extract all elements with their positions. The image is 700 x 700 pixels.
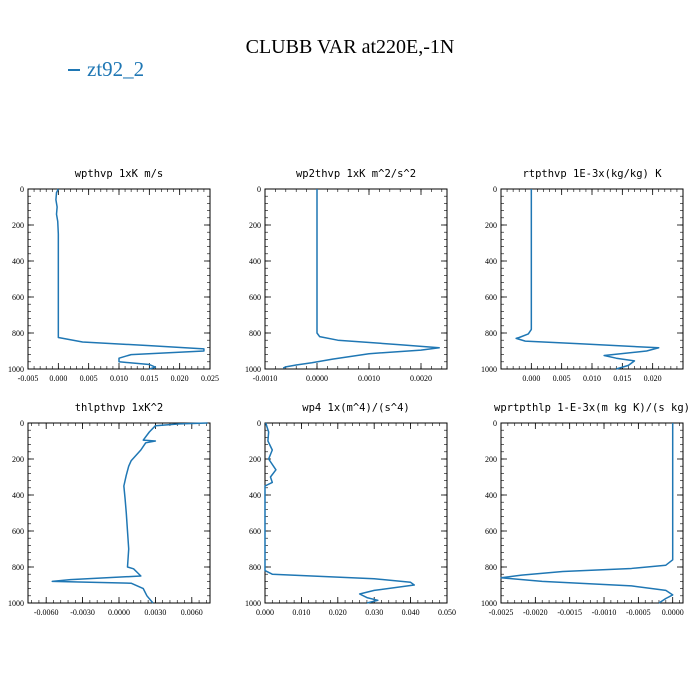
y-tick-label: 1000 xyxy=(481,365,497,374)
y-tick-label: 800 xyxy=(249,329,261,338)
y-tick-label: 600 xyxy=(485,293,497,302)
x-tick-label: 0.0030 xyxy=(144,608,166,617)
y-tick-label: 800 xyxy=(485,329,497,338)
panel-frame xyxy=(264,188,448,370)
series-line xyxy=(282,189,440,369)
legend-label: zt92_2 xyxy=(87,57,145,81)
x-tick-label: 0.010 xyxy=(583,374,601,383)
y-tick-label: 400 xyxy=(12,257,24,266)
x-tick-label: 0.000 xyxy=(256,608,274,617)
x-tick-label: 0.020 xyxy=(329,608,347,617)
y-tick-label: 1000 xyxy=(481,599,497,608)
x-tick-label: 0.050 xyxy=(438,608,456,617)
x-tick-label: 0.030 xyxy=(365,608,383,617)
y-tick-label: 800 xyxy=(12,563,24,572)
panel-6: wprtpthlp 1-E-3x(m kg K)/(s kg) 0 200 400 60… xyxy=(481,402,690,617)
panel-3: rtpthvp 1E-3x(kg/kg) K 0 200 400 600 800 1000 0… xyxy=(481,168,684,383)
x-tick-label: 0.0010 xyxy=(358,374,380,383)
y-tick-label: 400 xyxy=(249,257,261,266)
y-tick-label: 400 xyxy=(485,491,497,500)
panel-2: wp2thvp 1xK m^2/s^2 0 200 400 600 800 1000-0.0… xyxy=(245,168,448,383)
x-tick-label: 0.000 xyxy=(522,374,540,383)
x-tick-label: 0.005 xyxy=(80,374,98,383)
x-tick-label: 0.000 xyxy=(49,374,67,383)
x-tick-label: 0.0000 xyxy=(662,608,684,617)
y-tick-label: 600 xyxy=(249,293,261,302)
panel-title: wprtpthlp 1-E-3x(m kg K)/(s kg) xyxy=(494,402,690,414)
y-tick-label: 1000 xyxy=(245,365,261,374)
panel-1: wpthvp 1xK m/s 0 200 400 600 800 1000-0.005 0.0… xyxy=(8,168,219,383)
y-tick-label: 200 xyxy=(12,221,24,230)
panel-title: thlpthvp 1xK^2 xyxy=(75,402,164,414)
y-tick-label: 0 xyxy=(257,185,261,194)
y-tick-label: 0 xyxy=(257,419,261,428)
x-tick-label: 0.010 xyxy=(292,608,310,617)
series-line xyxy=(500,423,674,604)
panel-frame xyxy=(264,422,448,604)
y-tick-label: 400 xyxy=(249,491,261,500)
y-tick-label: 0 xyxy=(20,185,24,194)
x-tick-label: -0.0060 xyxy=(34,608,59,617)
y-tick-label: 800 xyxy=(485,563,497,572)
x-tick-label: 0.0000 xyxy=(306,374,328,383)
panel-frame xyxy=(27,188,211,370)
panel-title: wp2thvp 1xK m^2/s^2 xyxy=(296,168,416,180)
series-line xyxy=(264,422,415,604)
y-tick-label: 600 xyxy=(12,293,24,302)
panel-title: wpthvp 1xK m/s xyxy=(75,168,164,180)
panel-title: wp4 1x(m^4)/(s^4) xyxy=(302,402,409,414)
y-tick-label: 800 xyxy=(249,563,261,572)
series-line xyxy=(55,188,205,370)
x-tick-label: 0.010 xyxy=(110,374,128,383)
y-tick-label: 200 xyxy=(249,221,261,230)
y-tick-label: 0 xyxy=(493,419,497,428)
y-tick-label: 600 xyxy=(485,527,497,536)
y-tick-label: 1000 xyxy=(8,599,24,608)
panel-frame xyxy=(27,422,211,604)
x-tick-label: -0.005 xyxy=(18,374,39,383)
x-tick-label: 0.005 xyxy=(553,374,571,383)
legend: zt92_2 xyxy=(68,57,144,82)
y-tick-label: 1000 xyxy=(8,365,24,374)
x-tick-label: 0.015 xyxy=(140,374,158,383)
y-tick-label: 200 xyxy=(485,221,497,230)
x-tick-label: -0.0010 xyxy=(253,374,278,383)
x-tick-label: -0.0025 xyxy=(489,608,514,617)
y-tick-label: 400 xyxy=(485,257,497,266)
y-tick-label: 600 xyxy=(12,527,24,536)
y-tick-label: 600 xyxy=(249,527,261,536)
y-tick-label: 200 xyxy=(485,455,497,464)
y-tick-label: 0 xyxy=(493,185,497,194)
legend-line-swatch xyxy=(68,68,80,71)
x-tick-label: -0.0030 xyxy=(70,608,95,617)
x-tick-label: -0.0015 xyxy=(557,608,582,617)
panel-title: rtpthvp 1E-3x(kg/kg) K xyxy=(522,168,662,180)
page-title: CLUBB VAR at220E,-1N xyxy=(245,36,455,58)
y-tick-label: 1000 xyxy=(245,599,261,608)
x-tick-label: 0.0060 xyxy=(181,608,203,617)
y-tick-label: 200 xyxy=(12,455,24,464)
x-tick-label: 0.025 xyxy=(201,374,219,383)
panel-4: thlpthvp 1xK^2 0 200 400 600 800 1000 -0.0060 -0… xyxy=(8,402,211,617)
x-tick-label: -0.0020 xyxy=(523,608,548,617)
x-tick-label: 0.015 xyxy=(613,374,631,383)
y-tick-label: 400 xyxy=(12,491,24,500)
y-tick-label: 200 xyxy=(249,455,261,464)
x-tick-label: -0.0010 xyxy=(592,608,617,617)
x-tick-label: 0.020 xyxy=(644,374,662,383)
x-tick-label: 0.0020 xyxy=(410,374,432,383)
x-tick-label: 0.020 xyxy=(171,374,189,383)
series-line xyxy=(515,189,660,370)
x-tick-label: -0.0005 xyxy=(626,608,651,617)
y-tick-label: 800 xyxy=(12,329,24,338)
x-tick-label: 0.0000 xyxy=(108,608,130,617)
series-line xyxy=(51,422,208,604)
x-tick-label: 0.040 xyxy=(402,608,420,617)
y-tick-label: 0 xyxy=(20,419,24,428)
panel-frame xyxy=(500,422,684,604)
